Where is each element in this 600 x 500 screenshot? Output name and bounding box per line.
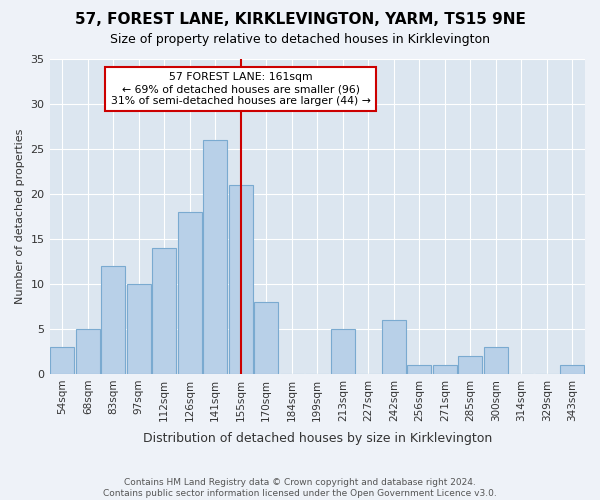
Bar: [50, 347, 74, 374]
Bar: [127, 284, 151, 374]
Text: Contains HM Land Registry data © Crown copyright and database right 2024.
Contai: Contains HM Land Registry data © Crown c…: [103, 478, 497, 498]
Bar: [331, 329, 355, 374]
Bar: [203, 140, 227, 374]
Bar: [152, 248, 176, 374]
Text: Size of property relative to detached houses in Kirklevington: Size of property relative to detached ho…: [110, 32, 490, 46]
Text: 57, FOREST LANE, KIRKLEVINGTON, YARM, TS15 9NE: 57, FOREST LANE, KIRKLEVINGTON, YARM, TS…: [74, 12, 526, 28]
Bar: [254, 302, 278, 374]
Bar: [407, 365, 431, 374]
Bar: [560, 365, 584, 374]
X-axis label: Distribution of detached houses by size in Kirklevington: Distribution of detached houses by size …: [143, 432, 492, 445]
Y-axis label: Number of detached properties: Number of detached properties: [15, 129, 25, 304]
Bar: [101, 266, 125, 374]
Bar: [229, 185, 253, 374]
Bar: [76, 329, 100, 374]
Bar: [178, 212, 202, 374]
Text: 57 FOREST LANE: 161sqm
← 69% of detached houses are smaller (96)
31% of semi-det: 57 FOREST LANE: 161sqm ← 69% of detached…: [111, 72, 371, 106]
Bar: [458, 356, 482, 374]
Bar: [382, 320, 406, 374]
Bar: [433, 365, 457, 374]
Bar: [484, 347, 508, 374]
